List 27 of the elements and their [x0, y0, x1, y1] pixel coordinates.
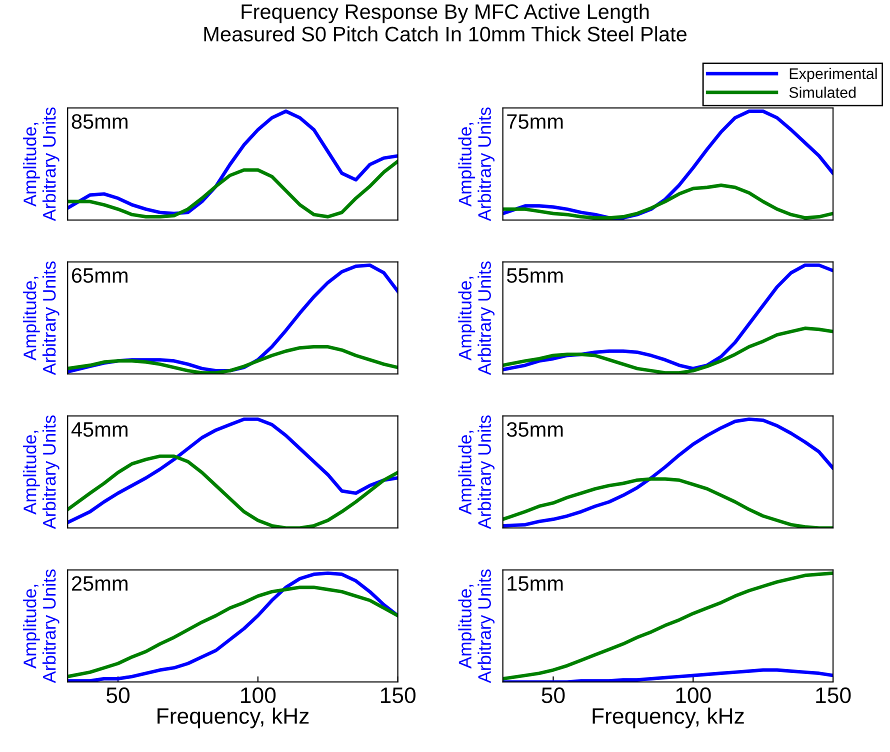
- annotation: 85mm: [72, 114, 128, 129]
- y-axis-title: Amplitude, Arbitrary Units: [23, 415, 60, 530]
- annotation: 15mm: [508, 576, 563, 591]
- x-tick-label: 50: [106, 687, 130, 704]
- annotation: 45mm: [71, 422, 128, 437]
- annotation: 35mm: [506, 422, 563, 437]
- y-axis-title: Amplitude, Arbitrary Units: [458, 261, 495, 376]
- legend-label: Simulated: [789, 86, 856, 98]
- annotation: 75mm: [507, 114, 563, 129]
- x-tick-label: 100: [676, 687, 711, 704]
- x-tick-label: 150: [380, 687, 416, 704]
- y-axis-title: Amplitude, Arbitrary Units: [458, 569, 495, 684]
- x-tick-label: 150: [816, 687, 851, 704]
- annotation: 65mm: [72, 268, 128, 283]
- legend-label: Experimental: [790, 68, 877, 82]
- y-axis-title: Amplitude, Arbitrary Units: [458, 107, 495, 222]
- x-tick-label: 50: [542, 687, 565, 704]
- y-axis-title: Amplitude, Arbitrary Units: [23, 107, 60, 222]
- x-axis-title: Frequency, kHz: [592, 708, 744, 728]
- x-tick-label: 100: [241, 687, 276, 704]
- y-axis-title: Amplitude, Arbitrary Units: [458, 415, 495, 530]
- annotation: 25mm: [72, 576, 128, 591]
- x-axis-title: Frequency, kHz: [158, 708, 309, 728]
- y-axis-title: Amplitude, Arbitrary Units: [23, 569, 60, 684]
- y-axis-title: Amplitude, Arbitrary Units: [23, 261, 60, 376]
- text: Frequency Response By MFC Active Length Measured S0 Pitch Catch In 10mm Thick Steel Plate: [204, 4, 686, 42]
- annotation: 55mm: [506, 268, 563, 283]
